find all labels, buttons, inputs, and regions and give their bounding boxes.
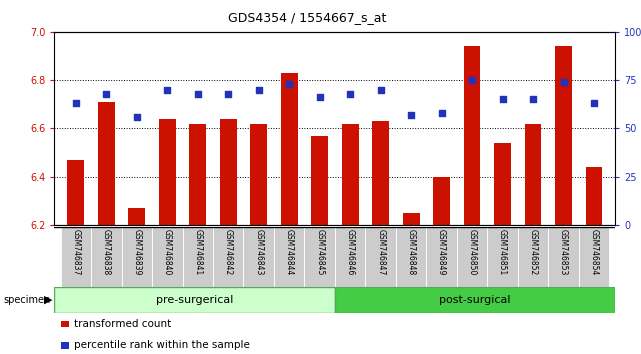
- Bar: [433, 177, 450, 225]
- Bar: [91, 227, 122, 287]
- Text: GSM746838: GSM746838: [102, 229, 111, 275]
- Point: [345, 91, 355, 96]
- Text: specimen: specimen: [3, 295, 51, 305]
- Bar: [525, 124, 542, 225]
- Text: GDS4354 / 1554667_s_at: GDS4354 / 1554667_s_at: [228, 11, 386, 24]
- Bar: [189, 124, 206, 225]
- Bar: [494, 143, 511, 225]
- Bar: [67, 160, 84, 225]
- Text: ▶: ▶: [44, 295, 52, 305]
- Point: [497, 97, 508, 102]
- Text: percentile rank within the sample: percentile rank within the sample: [74, 340, 249, 350]
- Text: GSM746841: GSM746841: [193, 229, 203, 275]
- Bar: [128, 208, 145, 225]
- Point: [376, 87, 386, 93]
- Bar: [152, 227, 183, 287]
- Bar: [335, 287, 615, 313]
- Bar: [281, 73, 297, 225]
- Text: GSM746848: GSM746848: [406, 229, 415, 275]
- Bar: [342, 124, 358, 225]
- Bar: [335, 227, 365, 287]
- Bar: [183, 227, 213, 287]
- Text: GSM746844: GSM746844: [285, 229, 294, 275]
- Point: [558, 79, 569, 85]
- Bar: [304, 227, 335, 287]
- Point: [528, 97, 538, 102]
- Bar: [555, 46, 572, 225]
- Point: [284, 81, 294, 87]
- Point: [131, 114, 142, 120]
- Text: GSM746849: GSM746849: [437, 229, 446, 275]
- Text: GSM746850: GSM746850: [467, 229, 477, 275]
- Bar: [122, 227, 152, 287]
- Point: [406, 112, 416, 118]
- Bar: [396, 227, 426, 287]
- Text: GSM746843: GSM746843: [254, 229, 263, 275]
- Text: post-surgical: post-surgical: [439, 295, 511, 305]
- Text: GSM746842: GSM746842: [224, 229, 233, 275]
- Text: GSM746854: GSM746854: [590, 229, 599, 275]
- Point: [437, 110, 447, 116]
- Point: [589, 101, 599, 106]
- Bar: [274, 227, 304, 287]
- Point: [223, 91, 233, 96]
- Text: GSM746845: GSM746845: [315, 229, 324, 275]
- Bar: [372, 121, 389, 225]
- Bar: [487, 227, 518, 287]
- Bar: [548, 227, 579, 287]
- Point: [193, 91, 203, 96]
- Bar: [457, 227, 487, 287]
- Point: [315, 95, 325, 100]
- Point: [254, 87, 264, 93]
- Text: GSM746837: GSM746837: [71, 229, 80, 275]
- Bar: [251, 124, 267, 225]
- Bar: [365, 227, 396, 287]
- Text: GSM746840: GSM746840: [163, 229, 172, 275]
- Text: GSM746853: GSM746853: [559, 229, 568, 275]
- Bar: [518, 227, 548, 287]
- Text: GSM746847: GSM746847: [376, 229, 385, 275]
- Bar: [463, 46, 481, 225]
- Bar: [61, 227, 91, 287]
- Bar: [220, 119, 237, 225]
- Text: transformed count: transformed count: [74, 319, 171, 329]
- Bar: [213, 227, 244, 287]
- Bar: [579, 227, 609, 287]
- Point: [467, 77, 477, 83]
- Text: GSM746852: GSM746852: [529, 229, 538, 275]
- Text: GSM746839: GSM746839: [132, 229, 141, 275]
- Bar: [426, 227, 457, 287]
- Point: [71, 101, 81, 106]
- Text: GSM746846: GSM746846: [345, 229, 354, 275]
- Bar: [159, 119, 176, 225]
- Bar: [403, 213, 419, 225]
- Point: [162, 87, 172, 93]
- Bar: [586, 167, 603, 225]
- Bar: [244, 227, 274, 287]
- Bar: [98, 102, 115, 225]
- Point: [101, 91, 112, 96]
- Text: GSM746851: GSM746851: [498, 229, 507, 275]
- Bar: [312, 136, 328, 225]
- Bar: [54, 287, 335, 313]
- Text: pre-surgerical: pre-surgerical: [156, 295, 233, 305]
